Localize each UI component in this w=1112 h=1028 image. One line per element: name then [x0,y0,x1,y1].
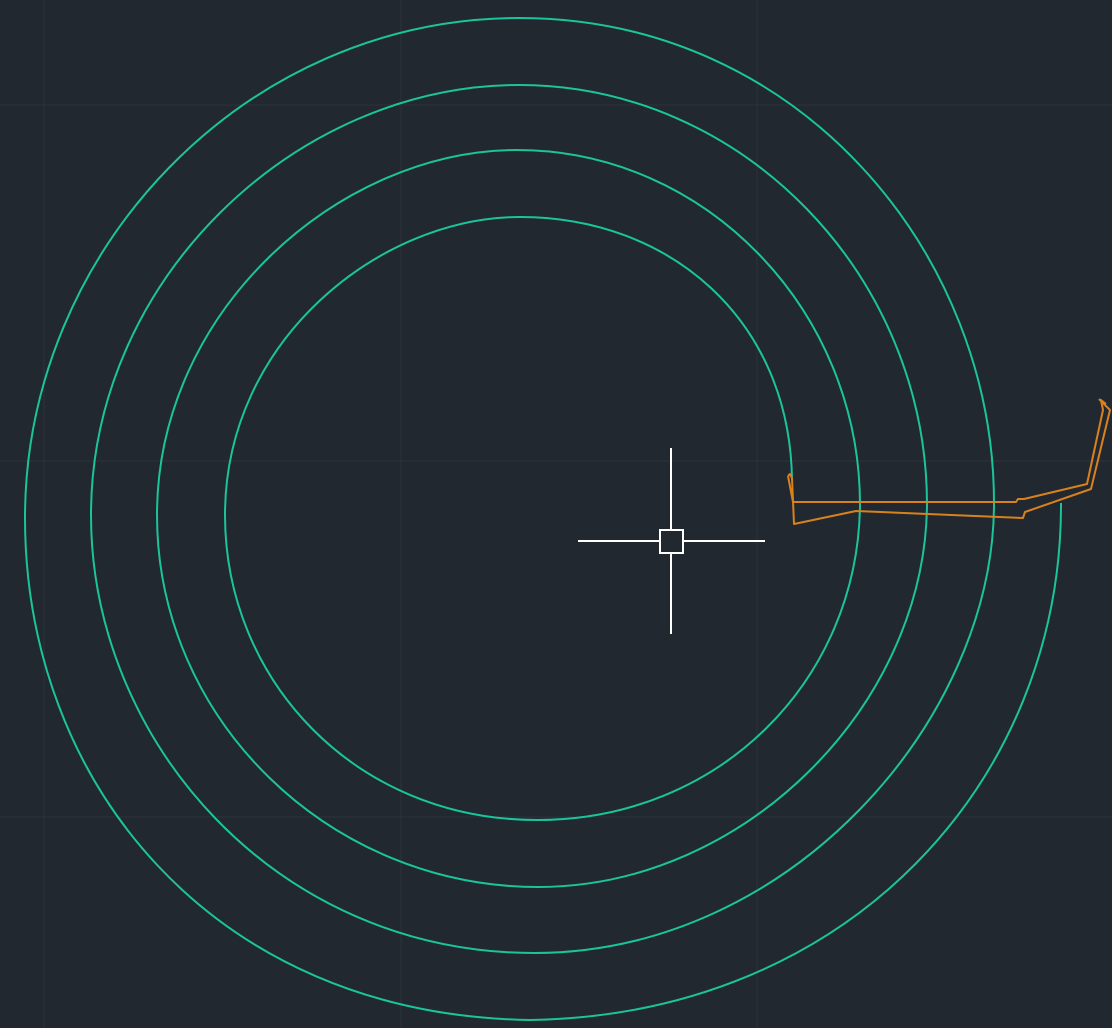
spiral-segment-2[interactable] [24,16,996,519]
spiral-segment-8[interactable] [224,215,793,516]
spiral-layer[interactable] [24,16,1063,1022]
spiral-segment-7[interactable] [224,504,861,822]
profile-layer[interactable] [787,398,1111,525]
crosshair-icon [578,448,765,634]
spiral-segment-6[interactable] [156,148,861,516]
profile-polyline-lower[interactable] [791,398,1111,525]
spiral-segment-1[interactable] [24,502,1063,1022]
pickbox-icon [659,529,684,554]
spiral-segment-5[interactable] [156,504,928,889]
spiral-segment-4[interactable] [90,83,928,516]
spiral-segment-3[interactable] [90,504,995,955]
profile-polyline-upper[interactable] [787,399,1107,503]
profile-flange-left[interactable] [787,473,793,479]
